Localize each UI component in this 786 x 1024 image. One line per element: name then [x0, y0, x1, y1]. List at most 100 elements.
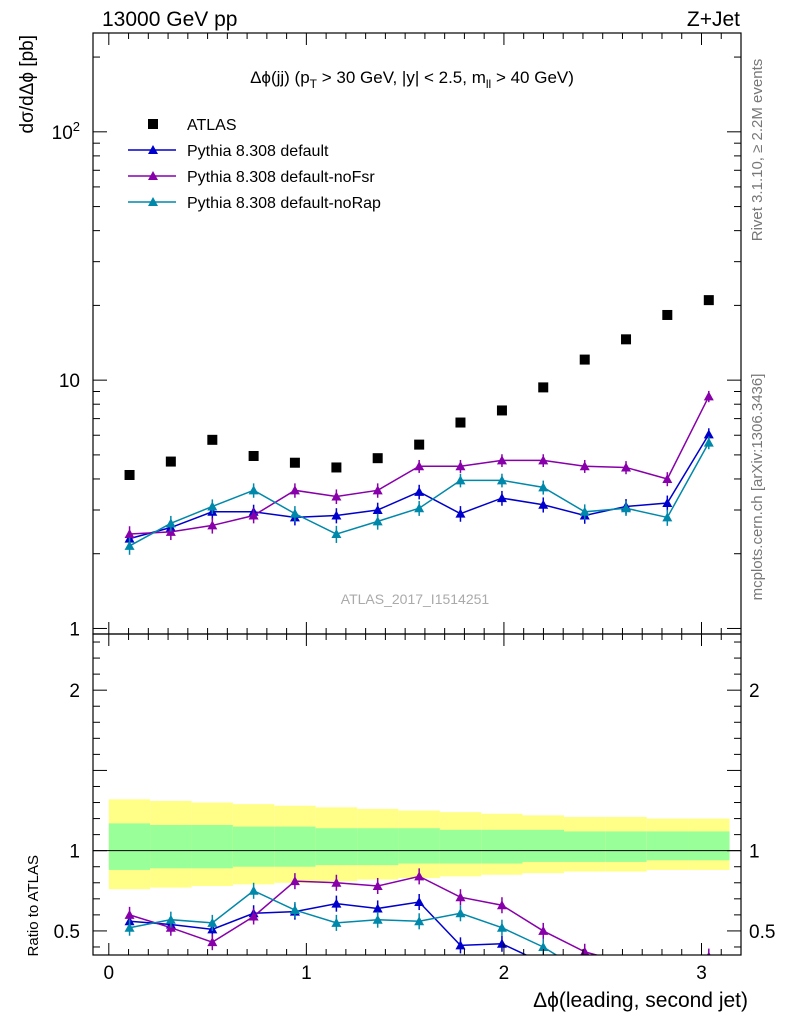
mc-marker [289, 508, 300, 518]
atlas-data-point [207, 434, 218, 445]
mc-marker [703, 429, 714, 439]
atlas-data-point [538, 382, 549, 393]
ratio-marker [455, 908, 466, 918]
band-inner-bin [232, 826, 275, 867]
mc-marker [414, 461, 425, 471]
mc-marker [662, 498, 673, 508]
main-title-part: ll [486, 77, 491, 91]
mc-marker [703, 437, 714, 447]
ratio-marker [331, 877, 342, 887]
tick-base: 10 [52, 123, 73, 144]
atlas-data-point [331, 462, 342, 473]
ratio-marker [496, 938, 507, 948]
tick-exponent: 2 [73, 119, 80, 134]
mc-marker [455, 508, 466, 518]
atlas-data-point [703, 295, 714, 306]
ratio-marker [248, 911, 259, 921]
band-inner-bin [191, 824, 233, 869]
rivet-label: Rivet 3.1.10, ≥ 2.2M events [749, 59, 766, 242]
mcplots-label: mcplots.cern.ch [arXiv:1306.3436] [749, 374, 766, 601]
main-y-tick-label: 10 [59, 371, 80, 392]
band-inner-bin [108, 823, 151, 870]
ratio-marker [207, 917, 218, 927]
mc-marker [289, 485, 300, 495]
mc-marker [662, 473, 673, 483]
legend-entry-label: ATLAS [187, 117, 237, 134]
mc-marker [207, 520, 218, 530]
ratio-marker [165, 914, 176, 924]
main-title-part: > 30 GeV, |y| < 2.5, m [317, 68, 486, 87]
ratio-y-tick-label: 2 [69, 681, 80, 702]
mc-marker [124, 529, 135, 539]
band-inner-bin [646, 831, 689, 861]
main-title-part: Δϕ(jj) (p [250, 68, 310, 87]
main-y-tick-label: 1 [69, 619, 80, 640]
ratio-marker [621, 972, 631, 981]
ratio-marker [372, 914, 383, 924]
ratio-marker [538, 925, 549, 935]
mc-marker [414, 486, 425, 496]
ratio-y-tick-label-right: 1 [749, 842, 760, 863]
ratio-marker [455, 940, 466, 950]
main-marks [124, 295, 714, 555]
legend-entry-label: Pythia 8.308 default-noFsr [187, 169, 375, 186]
ratio-marker [580, 964, 590, 973]
atlas-data-point [621, 334, 632, 345]
mc-marker [331, 529, 342, 539]
mc-marker [662, 512, 673, 522]
ratio-ylabel: Ratio to ATLAS [25, 855, 42, 956]
atlas-data-point [124, 469, 135, 480]
mc-marker [414, 503, 425, 513]
ratio-y-tick-label-right: 0.5 [749, 922, 775, 943]
ratio-marker [496, 922, 507, 932]
ratio-y-tick-label: 0.5 [54, 922, 80, 943]
band-inner-bin [398, 828, 440, 864]
mc-marker [372, 516, 383, 526]
ratio-marker [414, 916, 425, 926]
ratio-marker [372, 880, 383, 890]
mc-marker [248, 510, 259, 520]
mc-marker [124, 540, 135, 550]
mc-marker [372, 485, 383, 495]
ratio-marker [207, 937, 218, 947]
mc-marker [248, 485, 259, 495]
ratio-y-tick-label-right: 2 [749, 681, 760, 702]
band-inner-bin [563, 831, 606, 862]
mc-marker [579, 506, 590, 516]
mc-marker [496, 455, 507, 465]
main-title: Δϕ(jj) (pT > 30 GeV, |y| < 2.5, mll > 40… [250, 68, 574, 91]
ratio-marker [289, 905, 300, 915]
x-tick-label: 3 [696, 963, 707, 984]
band-inner-bin [688, 831, 730, 861]
mc-marker [538, 455, 549, 465]
x-tick-label: 1 [301, 963, 312, 984]
ratio-marker [580, 968, 590, 977]
ratio-marker [621, 971, 631, 980]
ratio-marker [414, 897, 425, 907]
ratio-marker [289, 876, 300, 886]
ratio-marker [248, 885, 259, 895]
main-title-part: > 40 GeV) [491, 68, 574, 87]
legend-marker-triangle [148, 171, 158, 180]
atlas-data-point [289, 457, 300, 468]
atlas-data-point [662, 309, 673, 320]
atlas-data-point [455, 417, 466, 428]
atlas-data-point [248, 450, 259, 461]
mc-marker [372, 504, 383, 514]
ratio-marker [662, 979, 672, 988]
atlas-data-point [579, 354, 590, 365]
ratio-marker [580, 946, 590, 955]
ratio-marker [496, 900, 507, 910]
mc-marker [703, 391, 714, 401]
mc-marker [538, 499, 549, 509]
ratio-marker [124, 922, 135, 932]
analysis-watermark: ATLAS_2017_I1514251 [341, 591, 490, 607]
atlas-data-point [414, 439, 425, 450]
mc-marker [496, 475, 507, 485]
x-tick-label: 2 [499, 963, 510, 984]
ratio-marker [331, 898, 342, 908]
legend-entry-label: Pythia 8.308 default-noRap [187, 195, 381, 212]
ratio-y-tick-label: 1 [69, 842, 80, 863]
